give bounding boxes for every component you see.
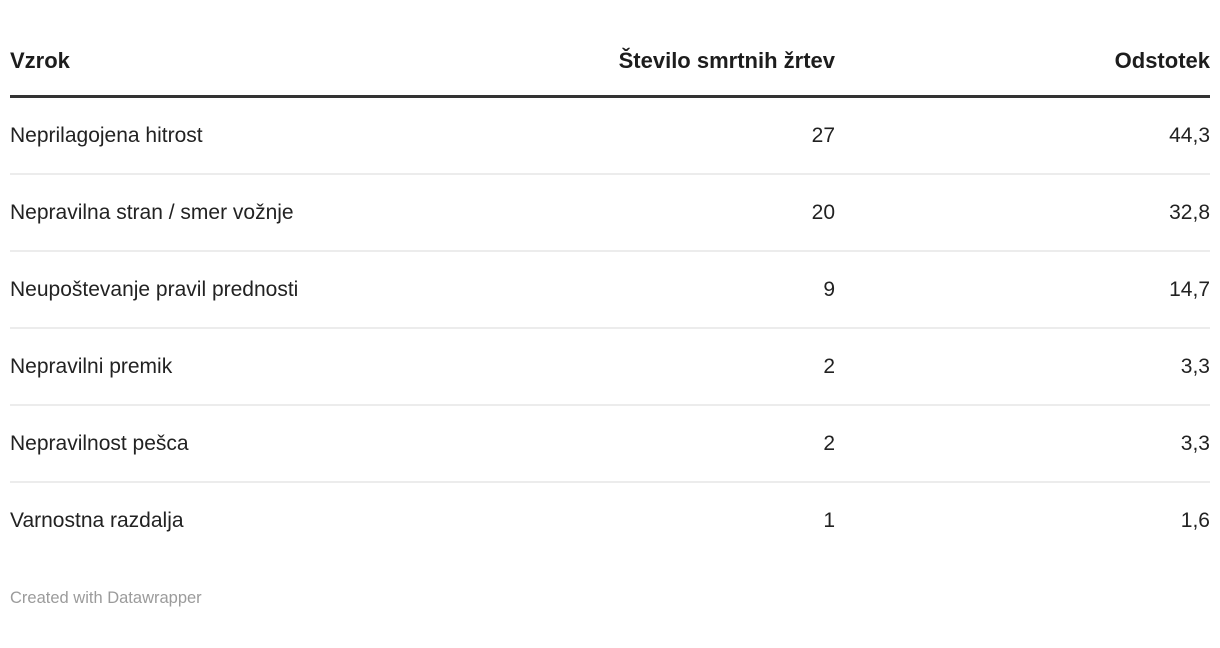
cell-percent: 32,8 bbox=[835, 174, 1210, 252]
cell-percent: 44,3 bbox=[835, 96, 1210, 175]
table-row: Nepravilna stran / smer vožnje 20 32,8 bbox=[10, 174, 1210, 252]
table-row: Nepravilni premik 2 3,3 bbox=[10, 328, 1210, 406]
cell-deaths: 2 bbox=[610, 405, 835, 483]
table-header-row: Vzrok Število smrtnih žrtev Odstotek bbox=[10, 22, 1210, 98]
cell-cause: Varnostna razdalja bbox=[10, 509, 184, 532]
cell-deaths: 1 bbox=[823, 509, 835, 532]
table-header: Vzrok Število smrtnih žrtev Odstotek bbox=[10, 22, 1210, 98]
data-table-container: Vzrok Število smrtnih žrtev Odstotek Nep… bbox=[10, 22, 1210, 558]
cell-percent: 14,7 bbox=[835, 251, 1210, 329]
column-header-percent: Odstotek bbox=[835, 22, 1210, 98]
cell-percent: 1,6 bbox=[1180, 509, 1210, 532]
cell-cause: Neupoštevanje pravil prednosti bbox=[10, 251, 610, 329]
cell-cause: Nepravilnost pešca bbox=[10, 405, 610, 483]
table-row: Nepravilnost pešca 2 3,3 bbox=[10, 405, 1210, 483]
cell-deaths: 20 bbox=[610, 174, 835, 252]
cell-cause: Nepravilna stran / smer vožnje bbox=[10, 174, 610, 252]
table-row: Varnostna razdalja 1 1,6 bbox=[10, 482, 1210, 558]
cell-cause: Neprilagojena hitrost bbox=[10, 96, 610, 175]
table-row: Neupoštevanje pravil prednosti 9 14,7 bbox=[10, 251, 1210, 329]
cell-percent: 3,3 bbox=[835, 328, 1210, 406]
datawrapper-credit-link[interactable]: Created with Datawrapper bbox=[10, 589, 202, 607]
cell-cause: Nepravilni premik bbox=[10, 328, 610, 406]
column-header-deaths: Število smrtnih žrtev bbox=[610, 22, 835, 98]
data-table: Vzrok Število smrtnih žrtev Odstotek Nep… bbox=[10, 22, 1210, 558]
table-row: Neprilagojena hitrost 27 44,3 bbox=[10, 96, 1210, 175]
column-header-cause: Vzrok bbox=[10, 22, 610, 98]
table-body: Neprilagojena hitrost 27 44,3 Nepravilna… bbox=[10, 96, 1210, 559]
cell-deaths: 9 bbox=[610, 251, 835, 329]
chart-footer: Created with Datawrapper bbox=[10, 588, 1210, 608]
cell-deaths: 2 bbox=[610, 328, 835, 406]
cell-deaths: 27 bbox=[610, 96, 835, 175]
cell-percent: 3,3 bbox=[835, 405, 1210, 483]
